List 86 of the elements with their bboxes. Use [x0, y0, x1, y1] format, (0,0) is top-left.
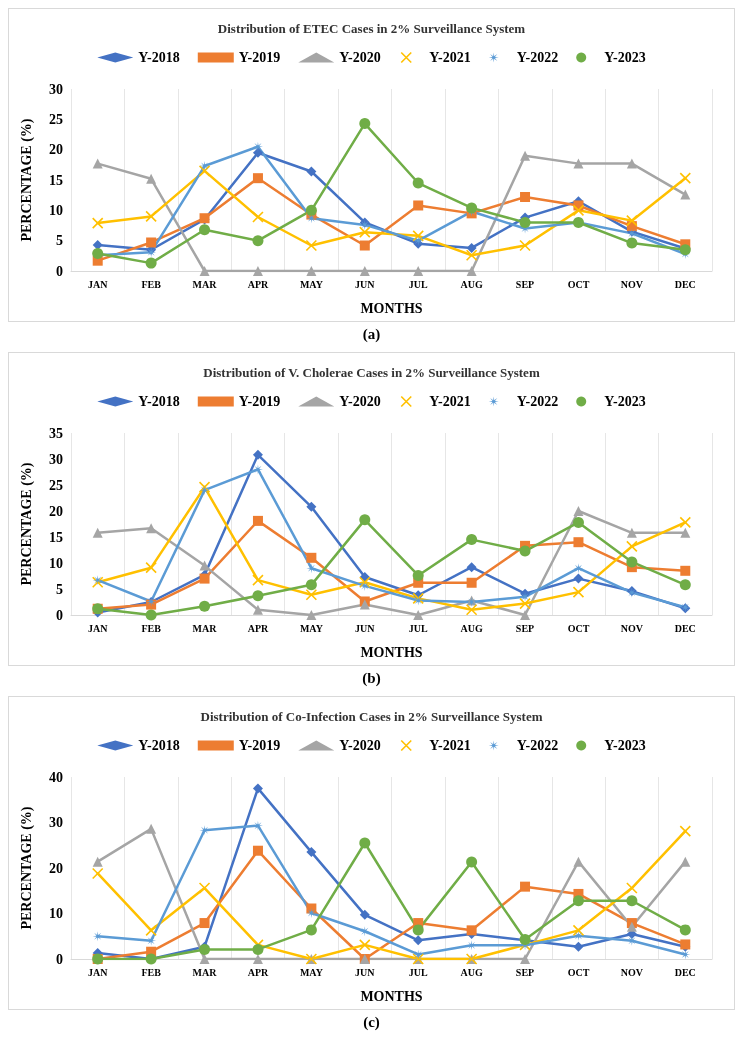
legend-label: Y-2022 — [516, 50, 559, 65]
x-tick-label: SEP — [515, 622, 535, 634]
y-tick-label: 5 — [56, 581, 63, 597]
x-tick-label: JUN — [355, 622, 376, 634]
x-tick-label: APR — [247, 966, 270, 978]
legend-label: Y-2019 — [238, 394, 281, 409]
y-tick-label: 25 — [49, 111, 63, 127]
y-tick-label: 15 — [49, 529, 63, 545]
y-tick-label: 40 — [49, 769, 63, 785]
legend-label: Y-2019 — [238, 50, 281, 65]
x-tick-label: MAR — [192, 966, 218, 978]
x-tick-label: AUG — [460, 278, 483, 290]
x-tick-label: AUG — [460, 966, 483, 978]
x-tick-label: FEB — [141, 966, 162, 978]
y-tick-label: 20 — [49, 860, 63, 876]
x-tick-label: NOV — [620, 278, 644, 290]
x-tick-label: JAN — [87, 966, 109, 978]
y-axis-title: PERCENTAGE (%) — [18, 806, 35, 930]
x-tick-label: MAR — [192, 622, 218, 634]
y-tick-label: 25 — [49, 477, 63, 493]
legend-label: Y-2020 — [339, 738, 381, 753]
x-tick-label: JUN — [355, 966, 376, 978]
legend-label: Y-2018 — [138, 738, 180, 753]
legend-label: Y-2023 — [604, 394, 646, 409]
y-tick-label: 10 — [49, 906, 63, 921]
x-tick-label: JUN — [355, 278, 376, 290]
x-tick-label: OCT — [567, 622, 590, 634]
chart-title: Distribution of V. Cholerae Cases in 2% Surveillance System — [203, 365, 540, 380]
legend-label: Y-2022 — [516, 394, 559, 409]
legend-label: Y-2023 — [604, 738, 646, 753]
x-tick-label: DEC — [674, 278, 696, 290]
legend-label: Y-2021 — [429, 50, 471, 65]
chart-title: Distribution of Co-Infection Cases in 2% Surveillance System — [200, 709, 543, 724]
x-tick-label: OCT — [567, 966, 590, 978]
x-tick-label: AUG — [460, 622, 483, 634]
legend-label: Y-2019 — [238, 738, 281, 753]
x-tick-label: DEC — [674, 622, 696, 634]
text: (b) — [361, 669, 382, 688]
x-axis-title: MONTHS — [360, 300, 423, 316]
y-tick-label: 10 — [49, 202, 63, 218]
x-axis-title: MONTHS — [360, 644, 423, 660]
legend-label: Y-2023 — [604, 50, 646, 65]
x-tick-label: APR — [247, 278, 270, 290]
x-tick-label: OCT — [567, 278, 590, 290]
x-tick-label: MAY — [299, 966, 324, 978]
x-tick-label: DEC — [674, 966, 696, 978]
y-axis-title: PERCENTAGE (%) — [18, 118, 35, 242]
legend-label: Y-2022 — [516, 738, 559, 753]
y-tick-label: 20 — [49, 142, 63, 158]
y-tick-label: 30 — [49, 815, 63, 830]
y-tick-label: 35 — [49, 425, 63, 441]
x-tick-label: JUL — [408, 278, 428, 290]
x-tick-label: MAR — [192, 278, 218, 290]
x-tick-label: FEB — [141, 278, 162, 290]
y-tick-label: 5 — [56, 233, 63, 249]
x-tick-label: APR — [247, 622, 270, 634]
legend-label: Y-2018 — [138, 394, 180, 409]
x-tick-label: NOV — [620, 622, 644, 634]
x-tick-label: NOV — [620, 966, 644, 978]
legend-label: Y-2021 — [429, 394, 471, 409]
y-tick-label: 30 — [49, 451, 63, 467]
x-tick-label: MAY — [299, 278, 324, 290]
y-tick-label: 0 — [56, 263, 63, 279]
chart-title: Distribution of ETEC Cases in 2% Surveillance System — [217, 21, 526, 36]
text: (a) — [361, 325, 382, 344]
y-tick-label: 0 — [56, 607, 63, 623]
legend-label: Y-2020 — [339, 50, 381, 65]
y-tick-label: 15 — [49, 172, 63, 188]
legend-label: Y-2020 — [339, 394, 381, 409]
x-tick-label: FEB — [141, 622, 162, 634]
x-tick-label: SEP — [515, 966, 535, 978]
y-tick-label: 20 — [49, 503, 63, 519]
x-tick-label: JAN — [87, 622, 109, 634]
y-tick-label: 30 — [49, 81, 63, 97]
x-tick-label: MAY — [299, 622, 324, 634]
x-tick-label: JUL — [408, 622, 428, 634]
y-axis-title: PERCENTAGE (%) — [18, 462, 35, 586]
x-axis-title: MONTHS — [360, 988, 423, 1004]
legend-label: Y-2021 — [429, 738, 471, 753]
y-tick-label: 0 — [56, 951, 63, 967]
x-tick-label: SEP — [515, 278, 535, 290]
x-tick-label: JAN — [87, 278, 109, 290]
y-tick-label: 10 — [49, 555, 63, 571]
legend-label: Y-2018 — [138, 50, 180, 65]
text: (c) — [362, 1013, 381, 1032]
x-tick-label: JUL — [408, 966, 428, 978]
